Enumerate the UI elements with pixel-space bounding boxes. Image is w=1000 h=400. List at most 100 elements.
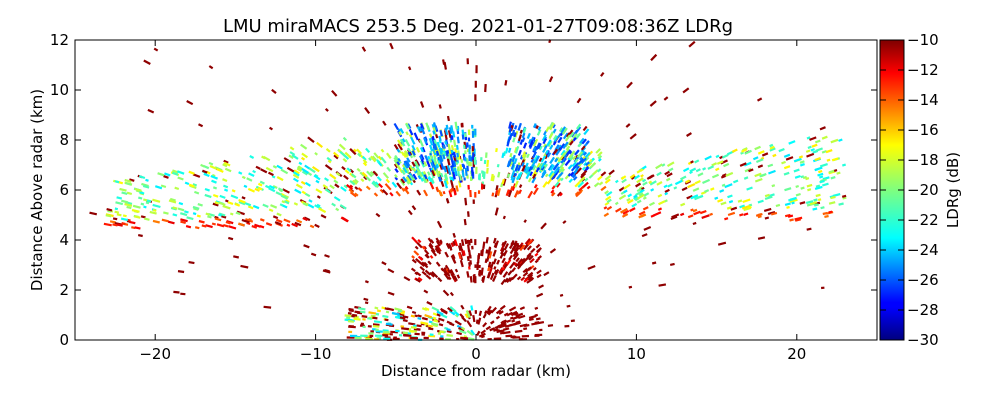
ldr-cell: [555, 149, 561, 156]
ldr-cell: [690, 208, 694, 212]
ldr-cell: [519, 324, 525, 328]
ldr-cell: [549, 164, 555, 171]
ldr-cell: [410, 267, 416, 272]
ldr-cell: [579, 137, 585, 144]
ldr-cell: [532, 146, 537, 152]
ldr-cell: [689, 167, 697, 173]
ldr-cell: [354, 192, 359, 197]
ldr-cell: [418, 170, 423, 178]
ldr-cell: [272, 215, 279, 220]
ldr-cell: [689, 170, 693, 175]
ldr-cell: [116, 213, 122, 217]
ldr-cell: [559, 293, 564, 297]
ldr-cell: [124, 178, 132, 183]
ldr-cell: [454, 319, 462, 326]
ldr-cell: [244, 202, 252, 207]
ldr-cell: [447, 276, 452, 281]
x-tick-label: −10: [300, 345, 332, 363]
ldr-cell: [525, 171, 530, 175]
ldr-cell: [438, 147, 443, 155]
ldr-cell: [439, 164, 443, 170]
ldr-cell: [641, 233, 648, 238]
ldr-cell: [565, 132, 571, 138]
ldr-cell: [411, 161, 416, 167]
ldr-cell: [222, 178, 228, 183]
ldr-cell: [112, 217, 118, 221]
ldr-cell: [161, 218, 169, 223]
ldr-cell: [404, 185, 409, 190]
ldr-cell: [333, 196, 341, 202]
ldr-cell: [653, 211, 662, 217]
ldr-cell: [636, 187, 642, 193]
ldr-cell: [415, 146, 421, 153]
ldr-cell: [499, 244, 505, 252]
ldr-cell: [432, 130, 436, 135]
ldr-cell: [218, 212, 226, 217]
ldr-cell: [813, 198, 818, 202]
ldr-cell: [200, 163, 205, 168]
ldr-cell: [620, 175, 627, 180]
ldr-cell: [807, 188, 812, 192]
ldr-cell: [419, 262, 426, 268]
ldr-cell: [444, 264, 450, 271]
ldr-cell: [114, 180, 120, 184]
ldr-cell: [491, 192, 495, 197]
ldr-cell: [664, 199, 668, 203]
ldr-cell: [205, 224, 213, 229]
ldr-cell: [489, 327, 496, 332]
ldr-cell: [323, 177, 330, 182]
ldr-cell: [124, 181, 133, 186]
ldr-cell: [724, 183, 733, 189]
ldr-cell: [192, 212, 197, 216]
ldr-cell: [134, 226, 141, 230]
ldr-cell: [423, 174, 428, 180]
ldr-cell: [537, 126, 542, 131]
ldr-cell: [401, 138, 406, 143]
ldr-cell: [192, 173, 201, 178]
ldr-cell: [640, 174, 644, 178]
ldr-cell: [265, 222, 273, 227]
ldr-cell: [721, 183, 726, 187]
ldr-cell: [300, 180, 306, 185]
ldr-cell: [550, 189, 555, 194]
ldr-cell: [514, 164, 519, 172]
ldr-cell: [494, 269, 500, 276]
ldr-cell: [495, 309, 502, 315]
ldr-cell: [494, 240, 499, 249]
ldr-cell: [291, 222, 299, 228]
ldr-cell: [809, 201, 818, 205]
ldr-cell: [486, 271, 491, 279]
ldr-cell: [445, 150, 449, 157]
ldr-cell: [342, 157, 348, 163]
ldr-cell: [755, 158, 764, 164]
ldr-cell: [671, 213, 680, 219]
ldr-cell: [115, 201, 124, 206]
ldr-cell: [438, 135, 442, 142]
ldr-cell: [533, 184, 538, 189]
ldr-cell: [436, 141, 441, 148]
ldr-cell: [727, 194, 733, 199]
ldr-cell: [557, 157, 562, 163]
ldr-cell: [538, 145, 543, 151]
ldr-cell: [510, 185, 514, 191]
ldr-cell: [819, 179, 825, 184]
ldr-cell: [503, 312, 509, 317]
ldr-cell: [566, 304, 571, 308]
ldr-cell: [410, 136, 416, 145]
ldr-cell: [417, 276, 423, 282]
ldr-cell: [503, 240, 507, 245]
ldr-cell: [227, 201, 234, 206]
ldr-cell: [508, 276, 514, 283]
ldr-cell: [600, 171, 607, 177]
ldr-cell: [516, 173, 521, 181]
ldr-cell: [247, 187, 256, 193]
y-axis-label: Distance Above radar (km): [28, 89, 46, 291]
ldr-cell: [639, 188, 645, 194]
ldr-cell: [565, 149, 572, 156]
ldr-cell: [533, 155, 539, 162]
ldr-cell: [413, 250, 420, 256]
ldr-cell: [450, 242, 455, 247]
ldr-cell: [527, 274, 534, 280]
y-tick-label: 12: [50, 31, 69, 49]
ldr-cell: [446, 115, 450, 122]
